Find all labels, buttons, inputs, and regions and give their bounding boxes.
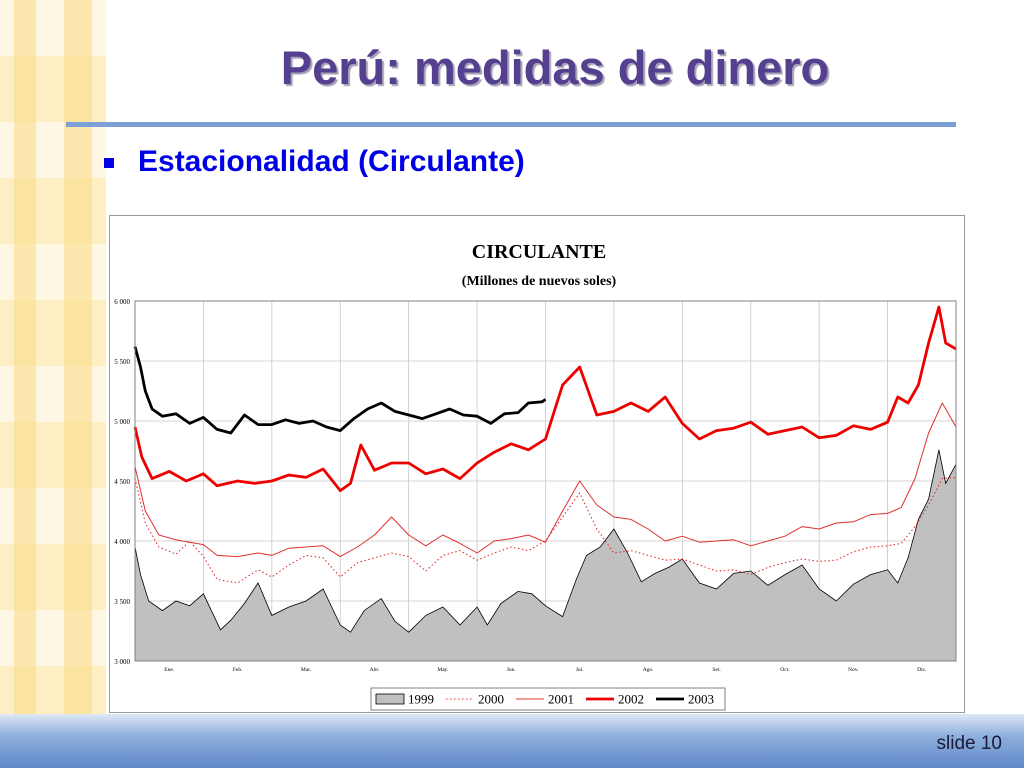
legend-label-2001: 2001 — [548, 692, 574, 707]
axes: 3 000 3 500 4 000 4 500 5 000 5 500 6 000 Ene. F… — [114, 298, 957, 673]
y-tick-label: 4 000 — [114, 538, 130, 546]
legend-label-1999: 1999 — [408, 692, 434, 707]
x-tick-label: Mar. — [301, 667, 312, 673]
bullet-square-icon — [104, 158, 114, 168]
series-2001-line — [134, 402, 957, 558]
legend-label-2000: 2000 — [478, 692, 504, 707]
y-tick-label: 3 000 — [114, 658, 130, 666]
y-tick-label: 4 500 — [114, 478, 130, 486]
circulante-chart: CIRCULANTE (Millones de nuevos soles) 3 … — [114, 241, 957, 711]
legend-label-2002: 2002 — [618, 692, 644, 707]
y-tick-label: 3 500 — [114, 598, 130, 606]
x-tick-label: Oct. — [780, 667, 790, 673]
chart-title: CIRCULANTE — [472, 241, 606, 263]
series-2003-line — [133, 346, 547, 435]
x-tick-label: Set. — [712, 667, 721, 673]
x-tick-label: Dic. — [917, 667, 927, 673]
chart-subtitle: (Millones de nuevos soles) — [462, 274, 617, 289]
y-tick-label: 5 000 — [114, 418, 130, 426]
y-tick-label: 5 500 — [114, 358, 130, 366]
x-tick-label: May. — [437, 667, 449, 673]
y-tick-label: 6 000 — [114, 298, 130, 306]
x-tick-label: Jun. — [507, 667, 517, 673]
legend-box — [370, 687, 726, 711]
bullet-text: Estacionalidad (Circulante) — [138, 145, 525, 178]
title-divider — [66, 122, 956, 127]
x-tick-label: Jul. — [576, 667, 584, 673]
legend: 1999 2000 2001 2002 2003 — [370, 687, 726, 711]
chart-container: CIRCULANTE (Millones de nuevos soles) 3 … — [109, 215, 965, 713]
legend-label-2003: 2003 — [688, 692, 714, 707]
series-1999-area — [134, 449, 957, 662]
series-layer — [133, 305, 957, 662]
legend-swatch-1999 — [375, 693, 405, 705]
footer-bar — [0, 714, 1024, 768]
slide-title: Perú: medidas de dinero — [280, 41, 830, 94]
grid-lines — [135, 300, 956, 662]
x-tick-label: Ago. — [643, 667, 654, 673]
x-tick-label: Feb. — [233, 667, 243, 673]
x-tick-label: Ene. — [164, 667, 175, 673]
plot-frame — [134, 300, 957, 662]
series-2002-line — [133, 305, 957, 492]
x-tick-label: Nov. — [848, 667, 859, 673]
series-2000-line — [134, 476, 957, 584]
x-tick-label: Abr. — [370, 667, 380, 673]
bullet-item: Estacionalidad (Circulante) — [104, 142, 525, 182]
slide-number: slide 10 — [936, 733, 1003, 754]
left-decorative-strip — [0, 0, 106, 768]
